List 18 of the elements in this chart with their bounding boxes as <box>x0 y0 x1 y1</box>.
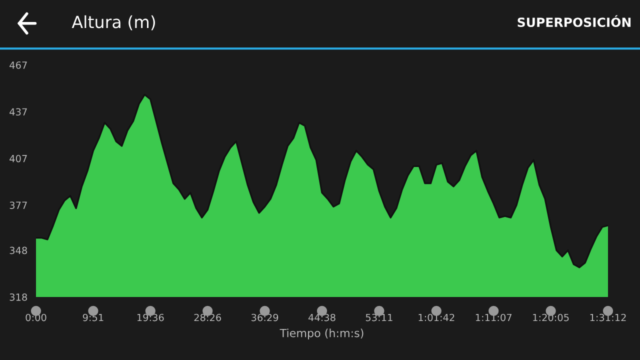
chart-title: Altura (m) <box>72 15 155 30</box>
x-tick-label: 1:01:42 <box>418 314 454 322</box>
x-tick-label: 1:11:07 <box>476 314 512 322</box>
y-tick-label: 377 <box>10 202 27 209</box>
y-tick-label: 437 <box>10 108 27 116</box>
x-tick-label: 44:38 <box>308 314 336 322</box>
x-tick-label: 1:20:05 <box>533 314 569 322</box>
text: SUPERPOSICIÓN <box>518 15 631 28</box>
y-tick-label: 348 <box>10 246 27 254</box>
x-tick-label: 36:29 <box>252 314 278 322</box>
x-tick-label: 19:36 <box>137 314 164 322</box>
x-tick-label: 53:11 <box>366 314 392 322</box>
y-tick-label: 467 <box>10 61 27 69</box>
y-tick-label: 318 <box>10 293 27 301</box>
y-tick-label: 407 <box>10 154 27 162</box>
x-axis-title: Tiempo (h:m:s) <box>280 328 364 340</box>
x-tick-label: 1:31:12 <box>590 314 626 322</box>
x-tick-label: 28:26 <box>194 314 221 322</box>
